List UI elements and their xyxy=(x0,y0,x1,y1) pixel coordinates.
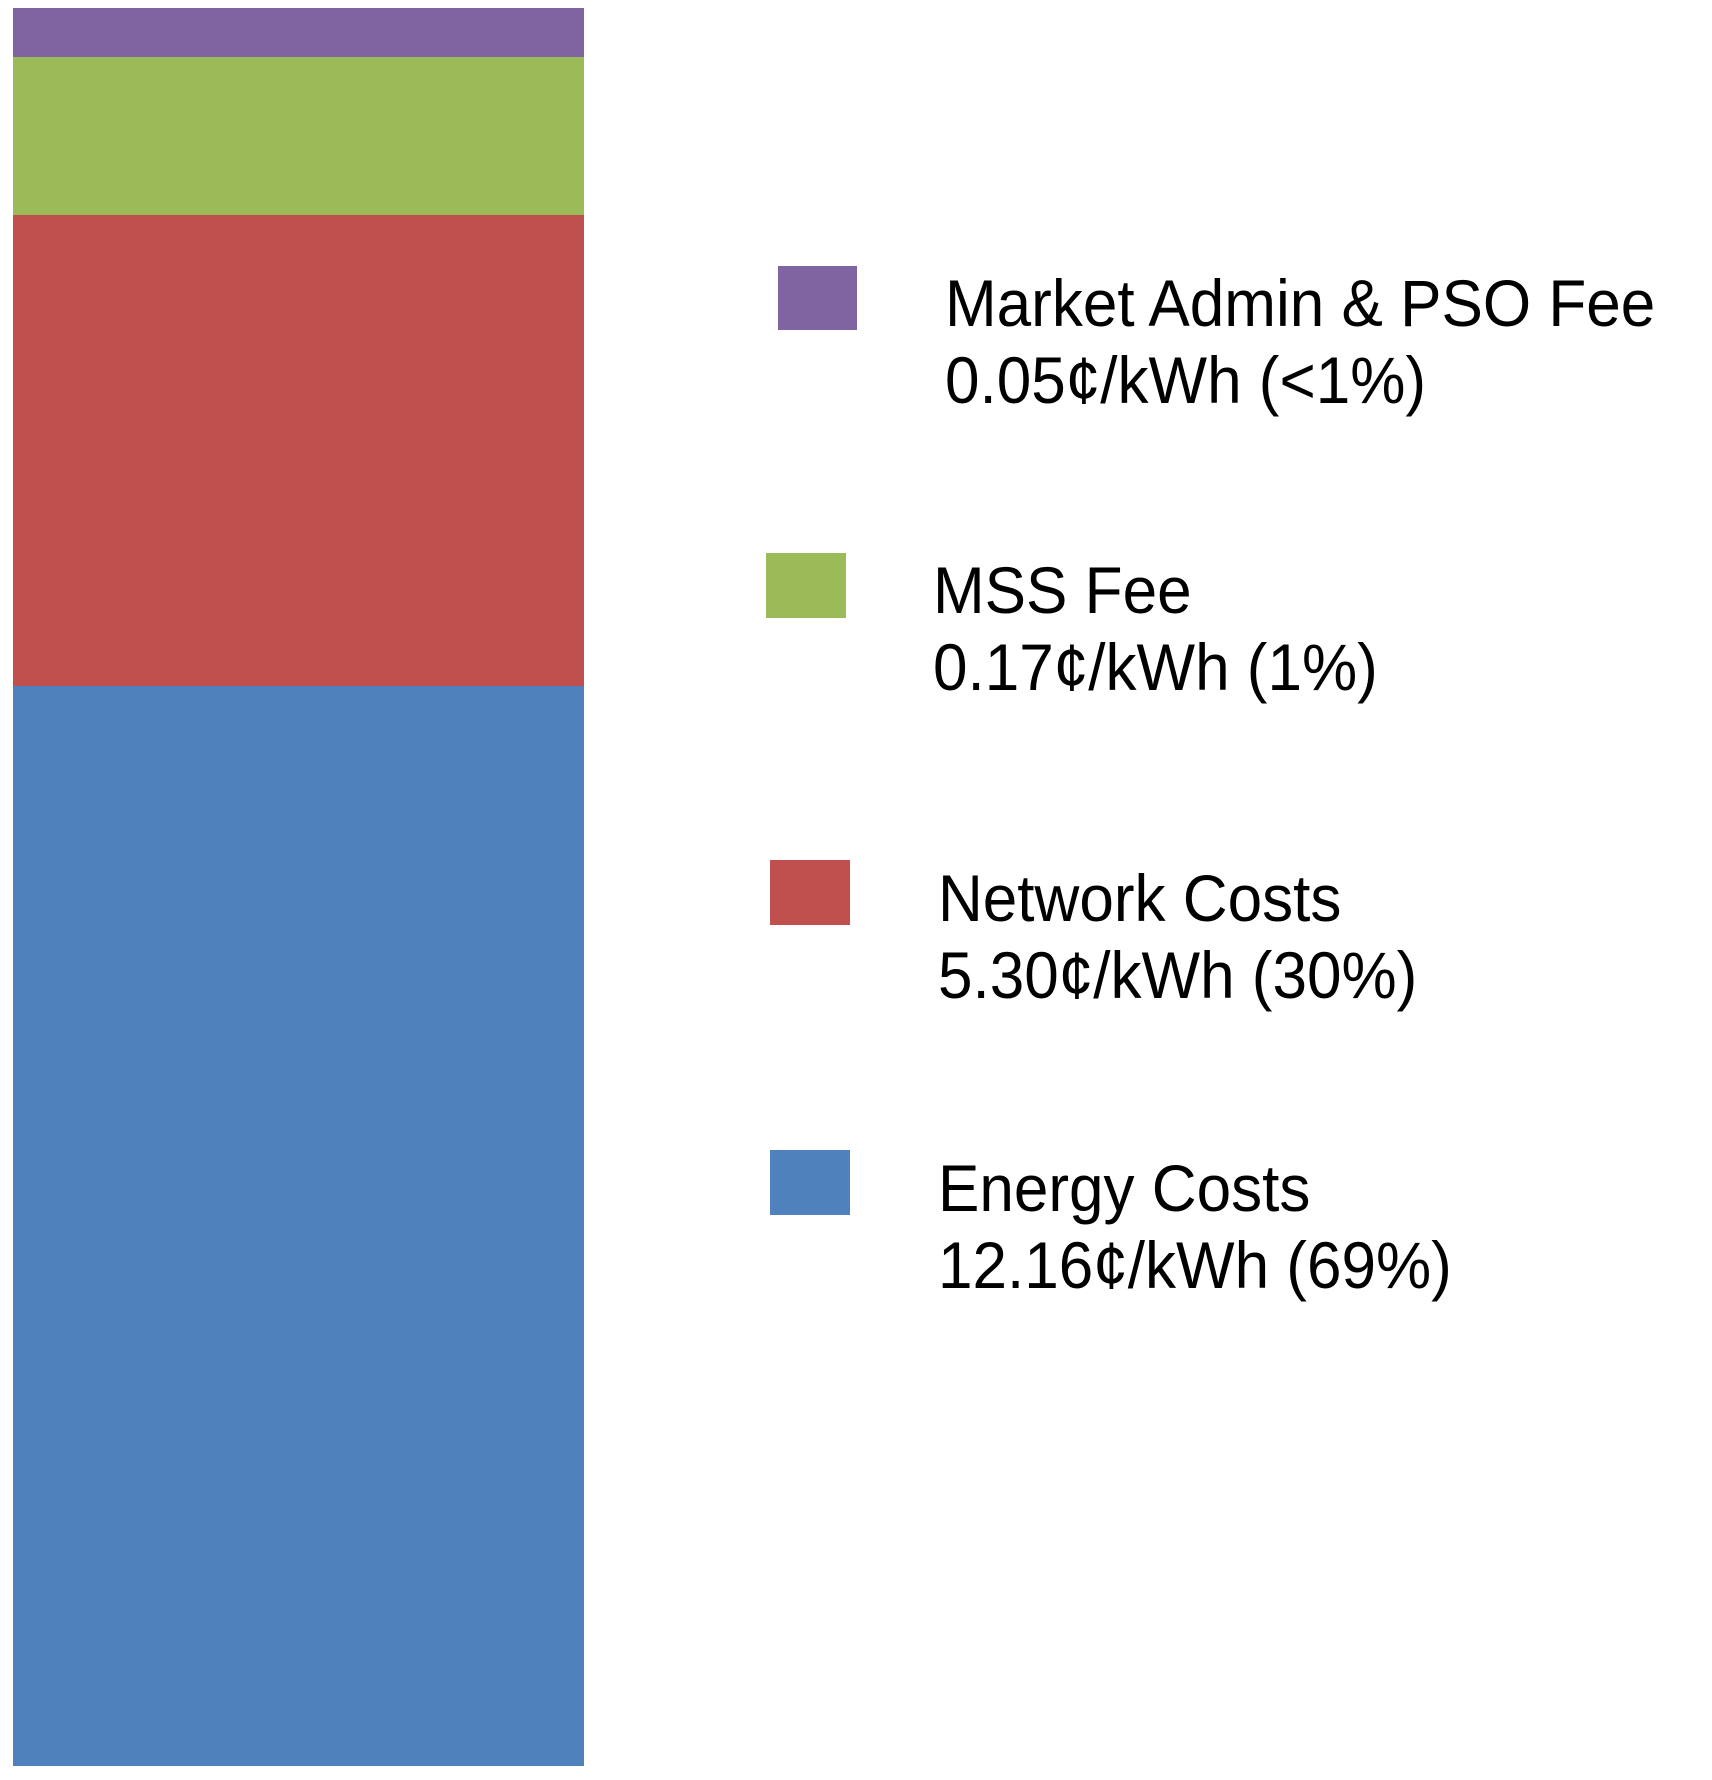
legend-name: Market Admin & PSO Fee xyxy=(945,266,1656,340)
legend-label-mss-fee: MSS Fee 0.17¢/kWh (1%) xyxy=(933,552,1378,706)
bar-segment-market-admin-pso-fee xyxy=(13,8,584,57)
bar-segment-network-costs xyxy=(13,215,584,686)
legend-label-network-costs: Network Costs 5.30¢/kWh (30%) xyxy=(938,860,1417,1014)
legend-name: Network Costs xyxy=(938,861,1342,935)
legend-value: 12.16¢/kWh (69%) xyxy=(938,1228,1452,1302)
bar-segment-mss-fee xyxy=(13,57,584,215)
legend-value: 5.30¢/kWh (30%) xyxy=(938,938,1418,1012)
legend-value: 0.17¢/kWh (1%) xyxy=(933,630,1378,704)
stacked-bar xyxy=(13,8,584,1766)
legend-swatch-energy-costs xyxy=(770,1150,850,1215)
legend-value: 0.05¢/kWh (<1%) xyxy=(945,343,1427,417)
legend-label-market-admin-pso-fee: Market Admin & PSO Fee 0.05¢/kWh (<1%) xyxy=(945,265,1655,419)
legend-swatch-market-admin-pso-fee xyxy=(778,266,857,330)
legend-name: MSS Fee xyxy=(933,553,1192,627)
legend-label-energy-costs: Energy Costs 12.16¢/kWh (69%) xyxy=(938,1150,1452,1304)
legend-swatch-network-costs xyxy=(770,860,850,925)
legend-name: Energy Costs xyxy=(938,1151,1311,1225)
legend-swatch-mss-fee xyxy=(766,553,846,618)
bar-segment-energy-costs xyxy=(13,686,584,1766)
